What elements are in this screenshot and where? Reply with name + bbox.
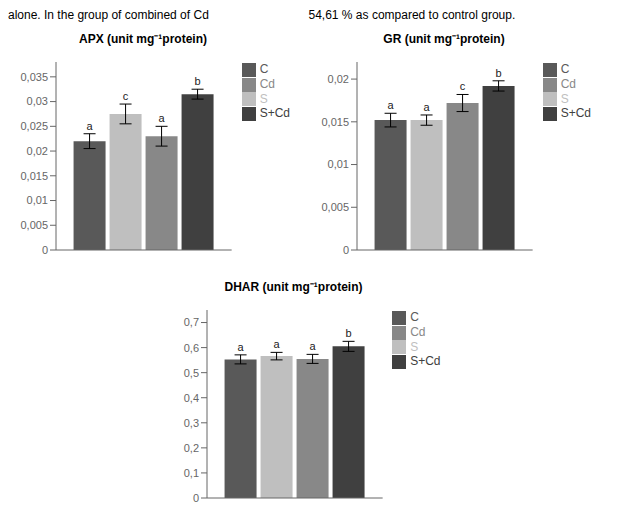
svg-text:a: a — [309, 340, 316, 352]
svg-text:0,015: 0,015 — [20, 170, 48, 182]
svg-text:b: b — [496, 67, 502, 79]
svg-text:a: a — [87, 120, 94, 132]
svg-text:0: 0 — [42, 244, 48, 256]
svg-text:b: b — [195, 75, 201, 87]
svg-text:c: c — [123, 90, 129, 102]
html-text:S+Cd: S+Cd — [410, 354, 441, 369]
svg-text:0,03: 0,03 — [27, 95, 48, 107]
svg-text:a: a — [237, 341, 244, 353]
html-text:Cd: Cd — [259, 76, 275, 91]
svg-text:0,2: 0,2 — [183, 442, 198, 454]
svg-text:a: a — [159, 112, 166, 124]
html-text:S: S — [259, 91, 268, 106]
svg-text:0,035: 0,035 — [20, 71, 48, 83]
svg-text:a: a — [388, 99, 395, 111]
svg-text:0,3: 0,3 — [183, 417, 198, 429]
html-text:Cd: Cd — [410, 324, 426, 339]
svg-text:0,005: 0,005 — [321, 201, 349, 213]
html-text:S+Cd: S+Cd — [560, 106, 591, 121]
svg-text:0,01: 0,01 — [27, 194, 48, 206]
svg-text:0,6: 0,6 — [183, 342, 198, 354]
svg-text:a: a — [273, 338, 280, 350]
svg-text:0: 0 — [343, 244, 349, 256]
svg-text:0,015: 0,015 — [321, 116, 349, 128]
html-text:APX (unit mg⁻¹protein): APX (unit mg⁻¹protein) — [79, 32, 207, 46]
html-text:S: S — [560, 91, 569, 106]
html-text:Cd: Cd — [560, 76, 576, 91]
svg-text:b: b — [345, 327, 351, 339]
html-text:S+Cd: S+Cd — [259, 106, 290, 121]
html-text:GR (unit mg⁻¹protein): GR (unit mg⁻¹protein) — [383, 32, 505, 46]
svg-text:0,02: 0,02 — [328, 73, 349, 85]
svg-text:0,025: 0,025 — [20, 120, 48, 132]
html-text:54,61 % as compared to control: 54,61 % as compared to control group. — [308, 8, 516, 22]
svg-text:0,01: 0,01 — [328, 158, 349, 170]
svg-text:a: a — [424, 101, 431, 113]
html-text:alone. In the group of combine: alone. In the group of combined of Cd — [8, 8, 209, 22]
svg-text:0,5: 0,5 — [183, 367, 198, 379]
svg-text:0,1: 0,1 — [183, 467, 198, 479]
html-text:DHAR (unit mg⁻¹protein): DHAR (unit mg⁻¹protein) — [224, 280, 363, 294]
svg-text:0,7: 0,7 — [183, 316, 198, 328]
svg-text:0: 0 — [192, 492, 198, 504]
html-text:S: S — [410, 339, 419, 354]
html-text:C: C — [259, 62, 269, 76]
html-text:C: C — [560, 62, 570, 76]
svg-text:c: c — [460, 80, 466, 92]
html-text:C: C — [410, 310, 419, 324]
svg-text:0,005: 0,005 — [20, 219, 48, 231]
svg-text:0,4: 0,4 — [183, 392, 198, 404]
svg-text:0,02: 0,02 — [27, 145, 48, 157]
